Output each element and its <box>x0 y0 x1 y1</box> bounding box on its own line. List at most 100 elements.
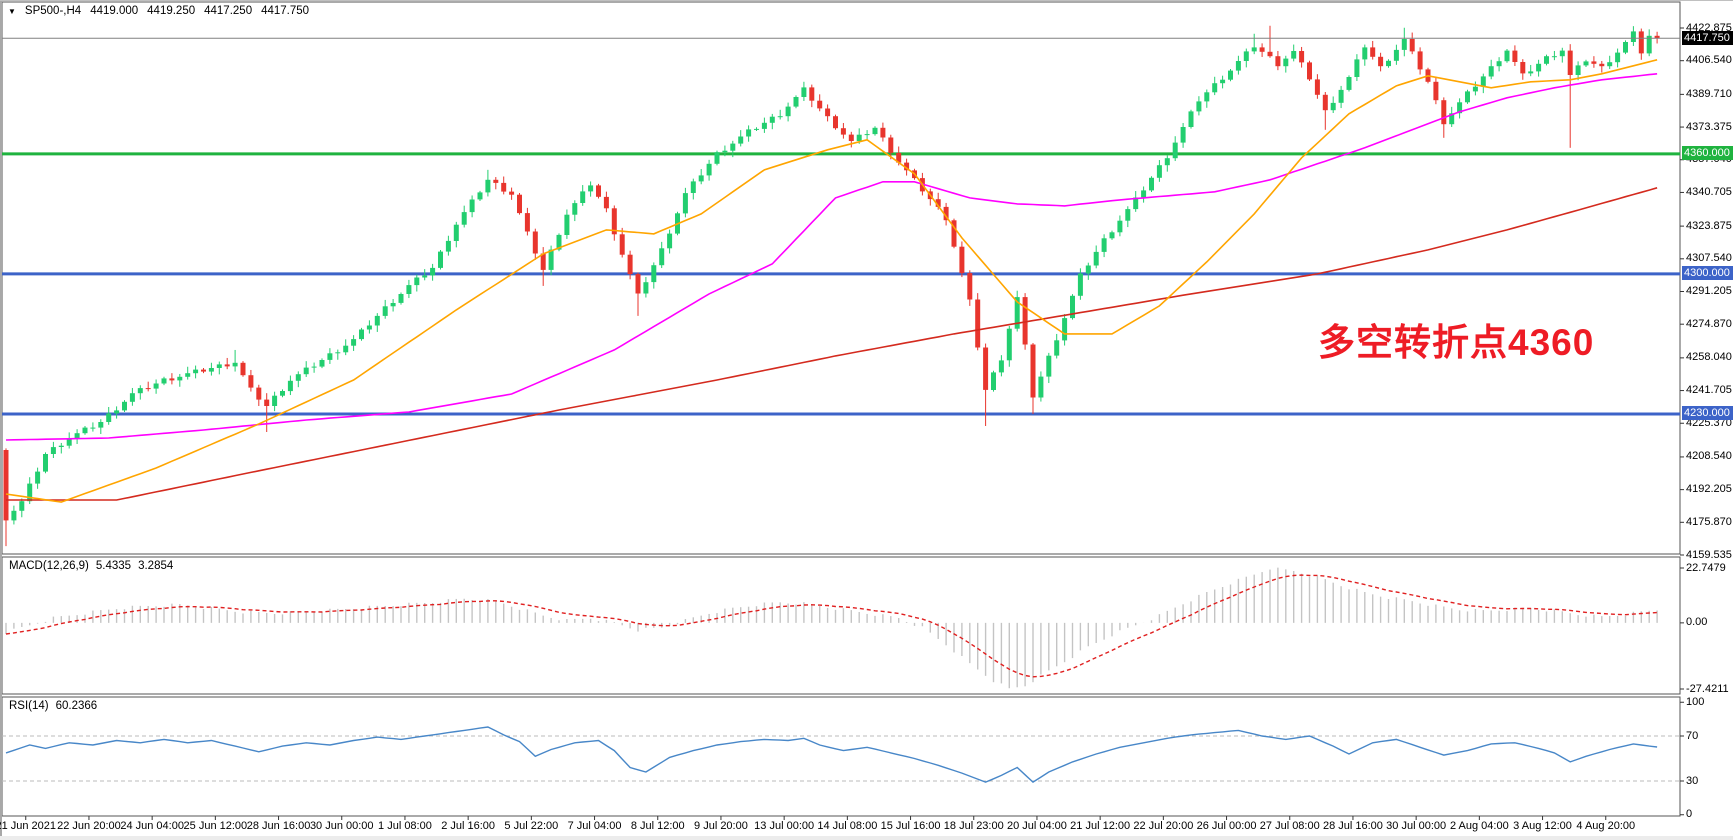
candle-up <box>1172 142 1178 159</box>
symbol-timeframe-label: SP500-,H4 <box>24 5 82 17</box>
candle-up <box>114 410 120 414</box>
candle-up <box>1646 35 1652 54</box>
candle-up <box>82 427 88 434</box>
candle-up <box>1220 79 1226 84</box>
candle-up <box>1480 76 1486 87</box>
candle-up <box>1046 355 1052 377</box>
candle-up <box>366 325 372 330</box>
symbol-legend: ▼ SP500-,H4 4419.000 4419.250 4417.250 4… <box>8 5 309 17</box>
macd-axis-label: -27.4211 <box>1686 682 1729 695</box>
rsi-axis-label: 30 <box>1686 774 1699 787</box>
candle-down <box>848 134 854 141</box>
collapse-legend-icon[interactable]: ▼ <box>8 6 16 16</box>
window-top-edge <box>0 0 1733 1</box>
candle-up <box>754 128 759 130</box>
candle-up <box>1457 102 1463 114</box>
candle-down <box>1314 79 1320 95</box>
candle-down <box>509 191 515 195</box>
candle-up <box>1228 70 1233 80</box>
ma-slow-red-line <box>6 187 1658 501</box>
candle-down <box>627 254 633 275</box>
candle-up <box>303 367 309 375</box>
candle-up <box>1362 47 1368 60</box>
candle-up <box>1077 273 1083 296</box>
macd-panel-frame <box>1 556 1681 695</box>
candle-up <box>272 395 278 406</box>
price-axis-label: 4291.205 <box>1686 285 1732 297</box>
time-axis-label: 24 Jun 04:00 <box>120 820 184 832</box>
candle-up <box>1188 111 1194 127</box>
time-axis-label: 21 Jun 2021 <box>0 820 57 832</box>
price-axis-label: 4373.375 <box>1686 120 1732 133</box>
candle-up <box>122 401 127 411</box>
candle-up <box>43 454 48 472</box>
price-axis-label: 4258.040 <box>1686 351 1732 364</box>
candle-up <box>1583 61 1589 66</box>
candle-up <box>295 374 301 381</box>
candle-up <box>1149 177 1154 191</box>
candle-up <box>311 366 317 368</box>
candle-up <box>1054 340 1060 356</box>
candle-down <box>145 388 151 390</box>
candle-up <box>1204 92 1210 102</box>
candle-up <box>1607 62 1613 67</box>
rsi-line <box>5 726 1658 783</box>
candle-up <box>730 143 736 151</box>
time-axis-label: 14 Jul 08:00 <box>817 820 878 832</box>
candle-up <box>651 265 657 283</box>
candle-down <box>880 127 886 138</box>
candle-up <box>1615 52 1621 63</box>
candle-down <box>596 185 601 197</box>
candle-up <box>485 179 491 193</box>
candle-up <box>1488 66 1494 77</box>
candle-up <box>90 427 96 429</box>
candle-down <box>1520 62 1526 74</box>
candle-down <box>943 206 949 221</box>
candle-down <box>611 208 617 235</box>
candle-down <box>1599 63 1605 67</box>
candle-up <box>1085 265 1091 274</box>
candle-down <box>248 375 254 388</box>
candle-up <box>11 510 17 521</box>
macd-name: MACD(12,26,9) <box>9 560 89 572</box>
ma-fast-orange-line <box>5 59 1658 503</box>
rsi-panel-frame <box>1 696 1681 817</box>
candle-up <box>98 422 104 428</box>
candle-up <box>556 234 562 250</box>
candle-down <box>825 108 831 117</box>
candle-up <box>106 413 112 422</box>
time-axis-label: 26 Jul 00:00 <box>1196 820 1257 832</box>
candle-down <box>1299 51 1305 63</box>
candle-up <box>801 87 807 97</box>
candle-up <box>406 285 412 294</box>
macd-axis-label: 22.7479 <box>1686 561 1726 574</box>
time-axis-label: 25 Jun 12:00 <box>183 820 248 832</box>
candle-down <box>1591 61 1597 64</box>
candle-up <box>682 193 688 214</box>
candle-up <box>319 360 325 367</box>
candle-up <box>580 191 586 203</box>
candle-down <box>540 253 546 270</box>
candle-down <box>1417 51 1423 70</box>
time-axis-label: 30 Jun 00:00 <box>309 820 374 832</box>
ohlc-close-value: 4417.750 <box>261 5 310 17</box>
candle-up <box>1386 60 1391 67</box>
candle-up <box>1401 39 1407 50</box>
rsi-axis-label: 0 <box>1686 808 1693 821</box>
candle-down <box>1370 47 1376 57</box>
candle-up <box>643 282 649 294</box>
candle-up <box>785 106 791 117</box>
time-axis-label: 28 Jul 16:00 <box>1322 820 1383 832</box>
candle-up <box>991 372 996 390</box>
price-level-badge: 4417.750 <box>1682 30 1733 45</box>
time-axis-label: 2 Aug 04:00 <box>1449 820 1509 832</box>
time-axis-label: 30 Jul 00:00 <box>1386 820 1447 832</box>
candle-down <box>493 179 499 183</box>
candle-down <box>1030 344 1036 398</box>
candle-up <box>232 362 238 367</box>
time-axis-label: 7 Jul 04:00 <box>567 820 622 832</box>
candle-down <box>1307 62 1312 80</box>
candle-up <box>1070 295 1075 319</box>
candle-up <box>335 352 341 354</box>
